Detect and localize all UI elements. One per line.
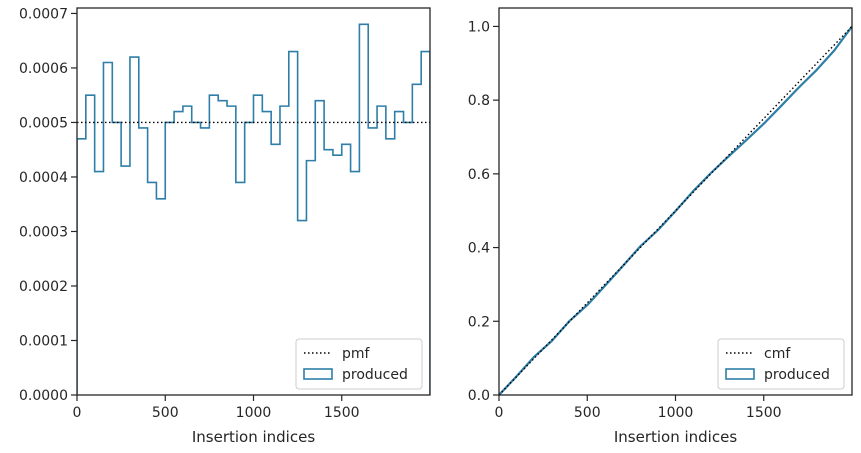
histogram-bin-10: [165, 122, 174, 395]
histogram-bin-5: [121, 166, 130, 395]
histogram-bin-1: [86, 95, 95, 395]
histogram-bin-23: [280, 106, 289, 395]
axes-frame: [498, 7, 853, 396]
y-tick-label: 0.0002: [19, 279, 68, 295]
legend-label: pmf: [342, 346, 371, 362]
x-tick-label: 500: [574, 405, 601, 421]
legend: cmf produced: [717, 338, 845, 390]
y-tick-label: 0.8: [468, 93, 490, 109]
plot-area: [499, 25, 852, 395]
x-tick-label: 1000: [236, 405, 272, 421]
histogram-bin-7: [139, 128, 148, 395]
x-tick-label: 500: [152, 405, 179, 421]
histogram-bin-4: [112, 122, 121, 395]
legend: pmf produced: [295, 338, 423, 390]
y-tick-label: 0.4: [468, 241, 490, 257]
y-tick-label: 0.0003: [19, 224, 68, 240]
histogram-bin-17: [227, 106, 236, 395]
x-tick-label: 0: [495, 405, 504, 421]
histogram-bin-11: [174, 112, 183, 395]
histogram-bin-13: [192, 122, 201, 395]
x-axis-title: Insertion indices: [614, 428, 737, 446]
chart-panel-1: 0.0000 0.0001 0.0002 0.0003 0.0004 0.0005 0.00…: [19, 6, 431, 446]
histogram-bin-22: [271, 144, 280, 395]
histogram-bin-6: [130, 57, 139, 395]
histogram-bin-3: [103, 63, 112, 395]
legend-box: [717, 338, 845, 390]
histogram-bin-20: [254, 95, 263, 395]
histogram-bin-18: [236, 182, 245, 395]
legend-label: cmf: [764, 346, 791, 362]
y-tick-label: 0.0: [468, 388, 490, 404]
histogram-bin-16: [218, 101, 227, 395]
histogram-bin-19: [245, 122, 254, 395]
y-tick-label: 0.0004: [19, 170, 68, 186]
x-tick-label: 1500: [324, 405, 360, 421]
legend-label: produced: [764, 367, 830, 383]
y-tick-label: 1.0: [468, 19, 490, 35]
y-tick-label: 0.0000: [19, 388, 68, 404]
y-tick-label: 0.0005: [19, 115, 68, 131]
histogram-bin-21: [262, 112, 271, 395]
y-tick-label: 0.0007: [19, 6, 68, 22]
y-tick-label: 0.6: [468, 167, 490, 183]
histogram-bin-14: [201, 128, 210, 395]
histogram-bin-15: [209, 95, 218, 395]
histogram-bin-2: [95, 172, 104, 395]
legend-box-swatch: [303, 368, 333, 380]
chart-panel-2: 0.0 0.2 0.4 0.6 0.8 1.0 0 500 1000 1500 Insertion …: [468, 7, 853, 446]
produced-histogram: [77, 23, 430, 395]
x-tick-label: 0: [73, 405, 82, 421]
x-tick-label: 1500: [746, 405, 782, 421]
cmf-line: [499, 25, 852, 395]
legend-box-swatch: [725, 368, 755, 380]
legend-box: [295, 338, 423, 390]
histogram-bin-8: [148, 182, 157, 395]
y-tick-label: 0.2: [468, 314, 490, 330]
histogram-bin-12: [183, 106, 192, 395]
histogram-bin-0: [77, 139, 86, 395]
y-tick-label: 0.0006: [19, 61, 68, 77]
y-tick-label: 0.0001: [19, 333, 68, 349]
histogram-bin-9: [156, 199, 165, 395]
x-axis-title: Insertion indices: [192, 428, 315, 446]
legend-label: produced: [342, 367, 408, 383]
x-tick-label: 1000: [658, 405, 694, 421]
plot-area: [77, 23, 430, 395]
